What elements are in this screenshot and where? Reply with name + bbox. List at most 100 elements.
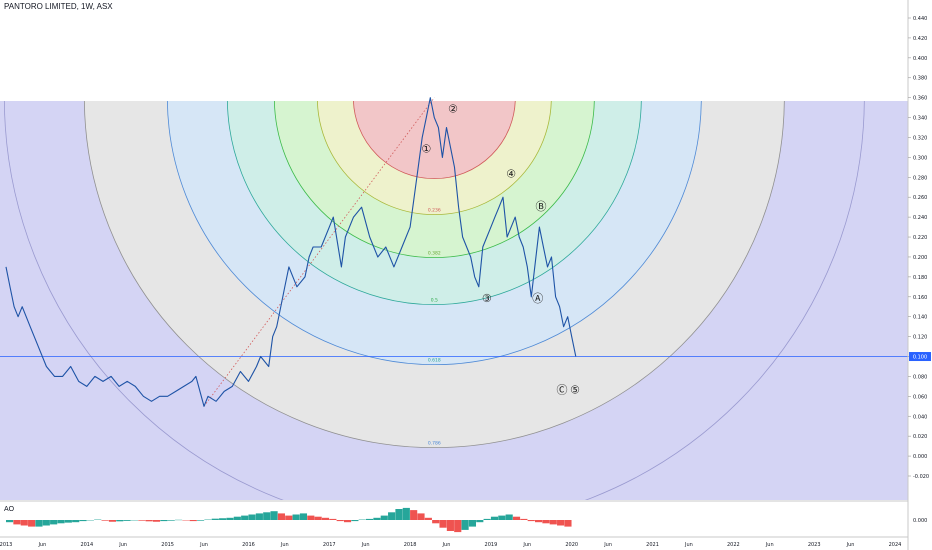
ao-bar bbox=[101, 520, 109, 521]
x-tick-label: Jun bbox=[442, 542, 451, 548]
y-tick-label: 0.000 bbox=[913, 454, 927, 460]
y-tick-label: 0.440 bbox=[913, 16, 927, 22]
ao-bar bbox=[321, 517, 330, 520]
x-tick-label: Jun bbox=[846, 542, 855, 548]
y-tick-label: 0.140 bbox=[913, 315, 927, 321]
y-tick-label: 0.280 bbox=[913, 175, 927, 181]
ao-bar bbox=[351, 520, 359, 522]
x-tick-label: 2024 bbox=[889, 542, 902, 548]
x-tick-label: 2023 bbox=[808, 542, 821, 548]
y-tick-label: 0.080 bbox=[913, 374, 927, 380]
price-axis[interactable]: 0.440 0.420 0.400 0.380 0.360 0.340 0.320 0.300… bbox=[908, 16, 931, 480]
x-tick-label: 2022 bbox=[727, 542, 740, 548]
fib-arc-background: 0.236 0.382 0.5 0.618 0.786 bbox=[0, 101, 908, 500]
y-tick-label: 0.200 bbox=[913, 255, 927, 261]
y-tick-label: 0.420 bbox=[913, 36, 927, 42]
ao-bar bbox=[42, 520, 50, 526]
ao-bar bbox=[108, 520, 117, 522]
ao-bar bbox=[6, 520, 14, 523]
ao-bar bbox=[20, 520, 28, 526]
y-tick-label: -0.020 bbox=[913, 474, 929, 480]
ao-bar bbox=[505, 514, 513, 520]
last-price-badge bbox=[909, 352, 931, 362]
x-tick-label: 2020 bbox=[565, 542, 578, 548]
price-line bbox=[5, 97, 577, 407]
ao-bar bbox=[211, 518, 219, 520]
ao-bar bbox=[402, 507, 410, 520]
ao-bar bbox=[160, 520, 168, 522]
y-tick-label: 0.120 bbox=[913, 335, 927, 341]
wave-label: ⑤ bbox=[570, 383, 580, 396]
x-tick-label: Jun bbox=[684, 542, 693, 548]
ao-bar bbox=[461, 520, 469, 530]
x-tick-label: 2021 bbox=[646, 542, 659, 548]
ao-bar bbox=[255, 513, 263, 520]
ao-bar bbox=[28, 520, 36, 527]
annotations: ① ② ③ ④ Ⓐ Ⓑ Ⓒ ⑤ bbox=[421, 103, 580, 397]
ao-bar bbox=[336, 520, 344, 522]
x-tick-label: 2017 bbox=[323, 542, 336, 548]
x-tick-label: Jun bbox=[765, 542, 774, 548]
ao-bar bbox=[307, 515, 315, 520]
chart-title: PANTORO LIMITED, 1W, ASX bbox=[4, 2, 113, 11]
x-tick-label: 2014 bbox=[80, 542, 93, 548]
y-tick-label: 0.300 bbox=[913, 155, 927, 161]
x-tick-label: 2019 bbox=[485, 542, 498, 548]
ao-bar bbox=[248, 514, 256, 520]
ao-bar bbox=[366, 518, 374, 520]
ao-bar bbox=[145, 520, 153, 522]
wave-label: Ⓑ bbox=[536, 200, 547, 213]
ao-bar bbox=[527, 520, 535, 522]
ao-bar bbox=[373, 517, 381, 520]
wave-label: ④ bbox=[506, 167, 516, 180]
ao-bar bbox=[189, 520, 197, 522]
ao-bar bbox=[152, 520, 161, 522]
y-tick-label: 0.320 bbox=[913, 135, 927, 141]
fib-level-label: 0.382 bbox=[428, 251, 441, 257]
x-tick-label: 2018 bbox=[404, 542, 417, 548]
ao-bar bbox=[380, 515, 388, 520]
price-series bbox=[5, 97, 577, 407]
ao-bar bbox=[116, 520, 124, 522]
x-tick-label: 2013 bbox=[0, 542, 12, 548]
ao-bar bbox=[549, 520, 557, 525]
ao-bar bbox=[233, 516, 241, 520]
wave-label: ③ bbox=[482, 292, 492, 305]
ao-bar bbox=[226, 517, 234, 520]
y-tick-label: 0.240 bbox=[913, 215, 927, 221]
ao-bar bbox=[329, 518, 337, 520]
time-axis[interactable]: 2013 Jun 2014 Jun 2015 Jun 2016 Jun 2017 Jun 2018 J… bbox=[0, 542, 901, 548]
ao-bar bbox=[468, 520, 477, 527]
ao-bar bbox=[123, 520, 131, 521]
ao-bar bbox=[241, 515, 249, 520]
ao-indicator-label: AO bbox=[4, 506, 15, 513]
ao-bar bbox=[35, 520, 43, 527]
y-tick-label: 0.400 bbox=[913, 56, 927, 62]
last-price-label: 0.100 bbox=[913, 355, 927, 361]
y-tick-label: 0.160 bbox=[913, 295, 927, 301]
wave-label: ② bbox=[448, 103, 458, 116]
x-tick-label: 2016 bbox=[242, 542, 255, 548]
ao-bar bbox=[64, 520, 72, 523]
ao-bar bbox=[343, 520, 352, 523]
y-tick-label: 0.380 bbox=[913, 76, 927, 82]
ao-bar bbox=[424, 517, 432, 520]
ao-bar bbox=[299, 513, 308, 520]
ao-bar bbox=[277, 513, 285, 520]
x-tick-label: Jun bbox=[361, 542, 370, 548]
y-tick-label: 0.180 bbox=[913, 275, 927, 281]
x-tick-label: Jun bbox=[37, 542, 46, 548]
y-tick-label: 0.040 bbox=[913, 414, 927, 420]
fib-arc-6 bbox=[353, 101, 516, 180]
y-tick-label: 0.020 bbox=[913, 434, 927, 440]
y-tick-label: 0.360 bbox=[913, 96, 927, 102]
ao-bar bbox=[57, 520, 65, 524]
ao-bar bbox=[395, 509, 403, 520]
grid bbox=[0, 97, 908, 407]
x-tick-label: Jun bbox=[199, 542, 208, 548]
ao-bar bbox=[263, 512, 271, 520]
ao-bar bbox=[72, 520, 80, 523]
ao-bar bbox=[197, 520, 205, 521]
ao-bar bbox=[564, 520, 572, 527]
